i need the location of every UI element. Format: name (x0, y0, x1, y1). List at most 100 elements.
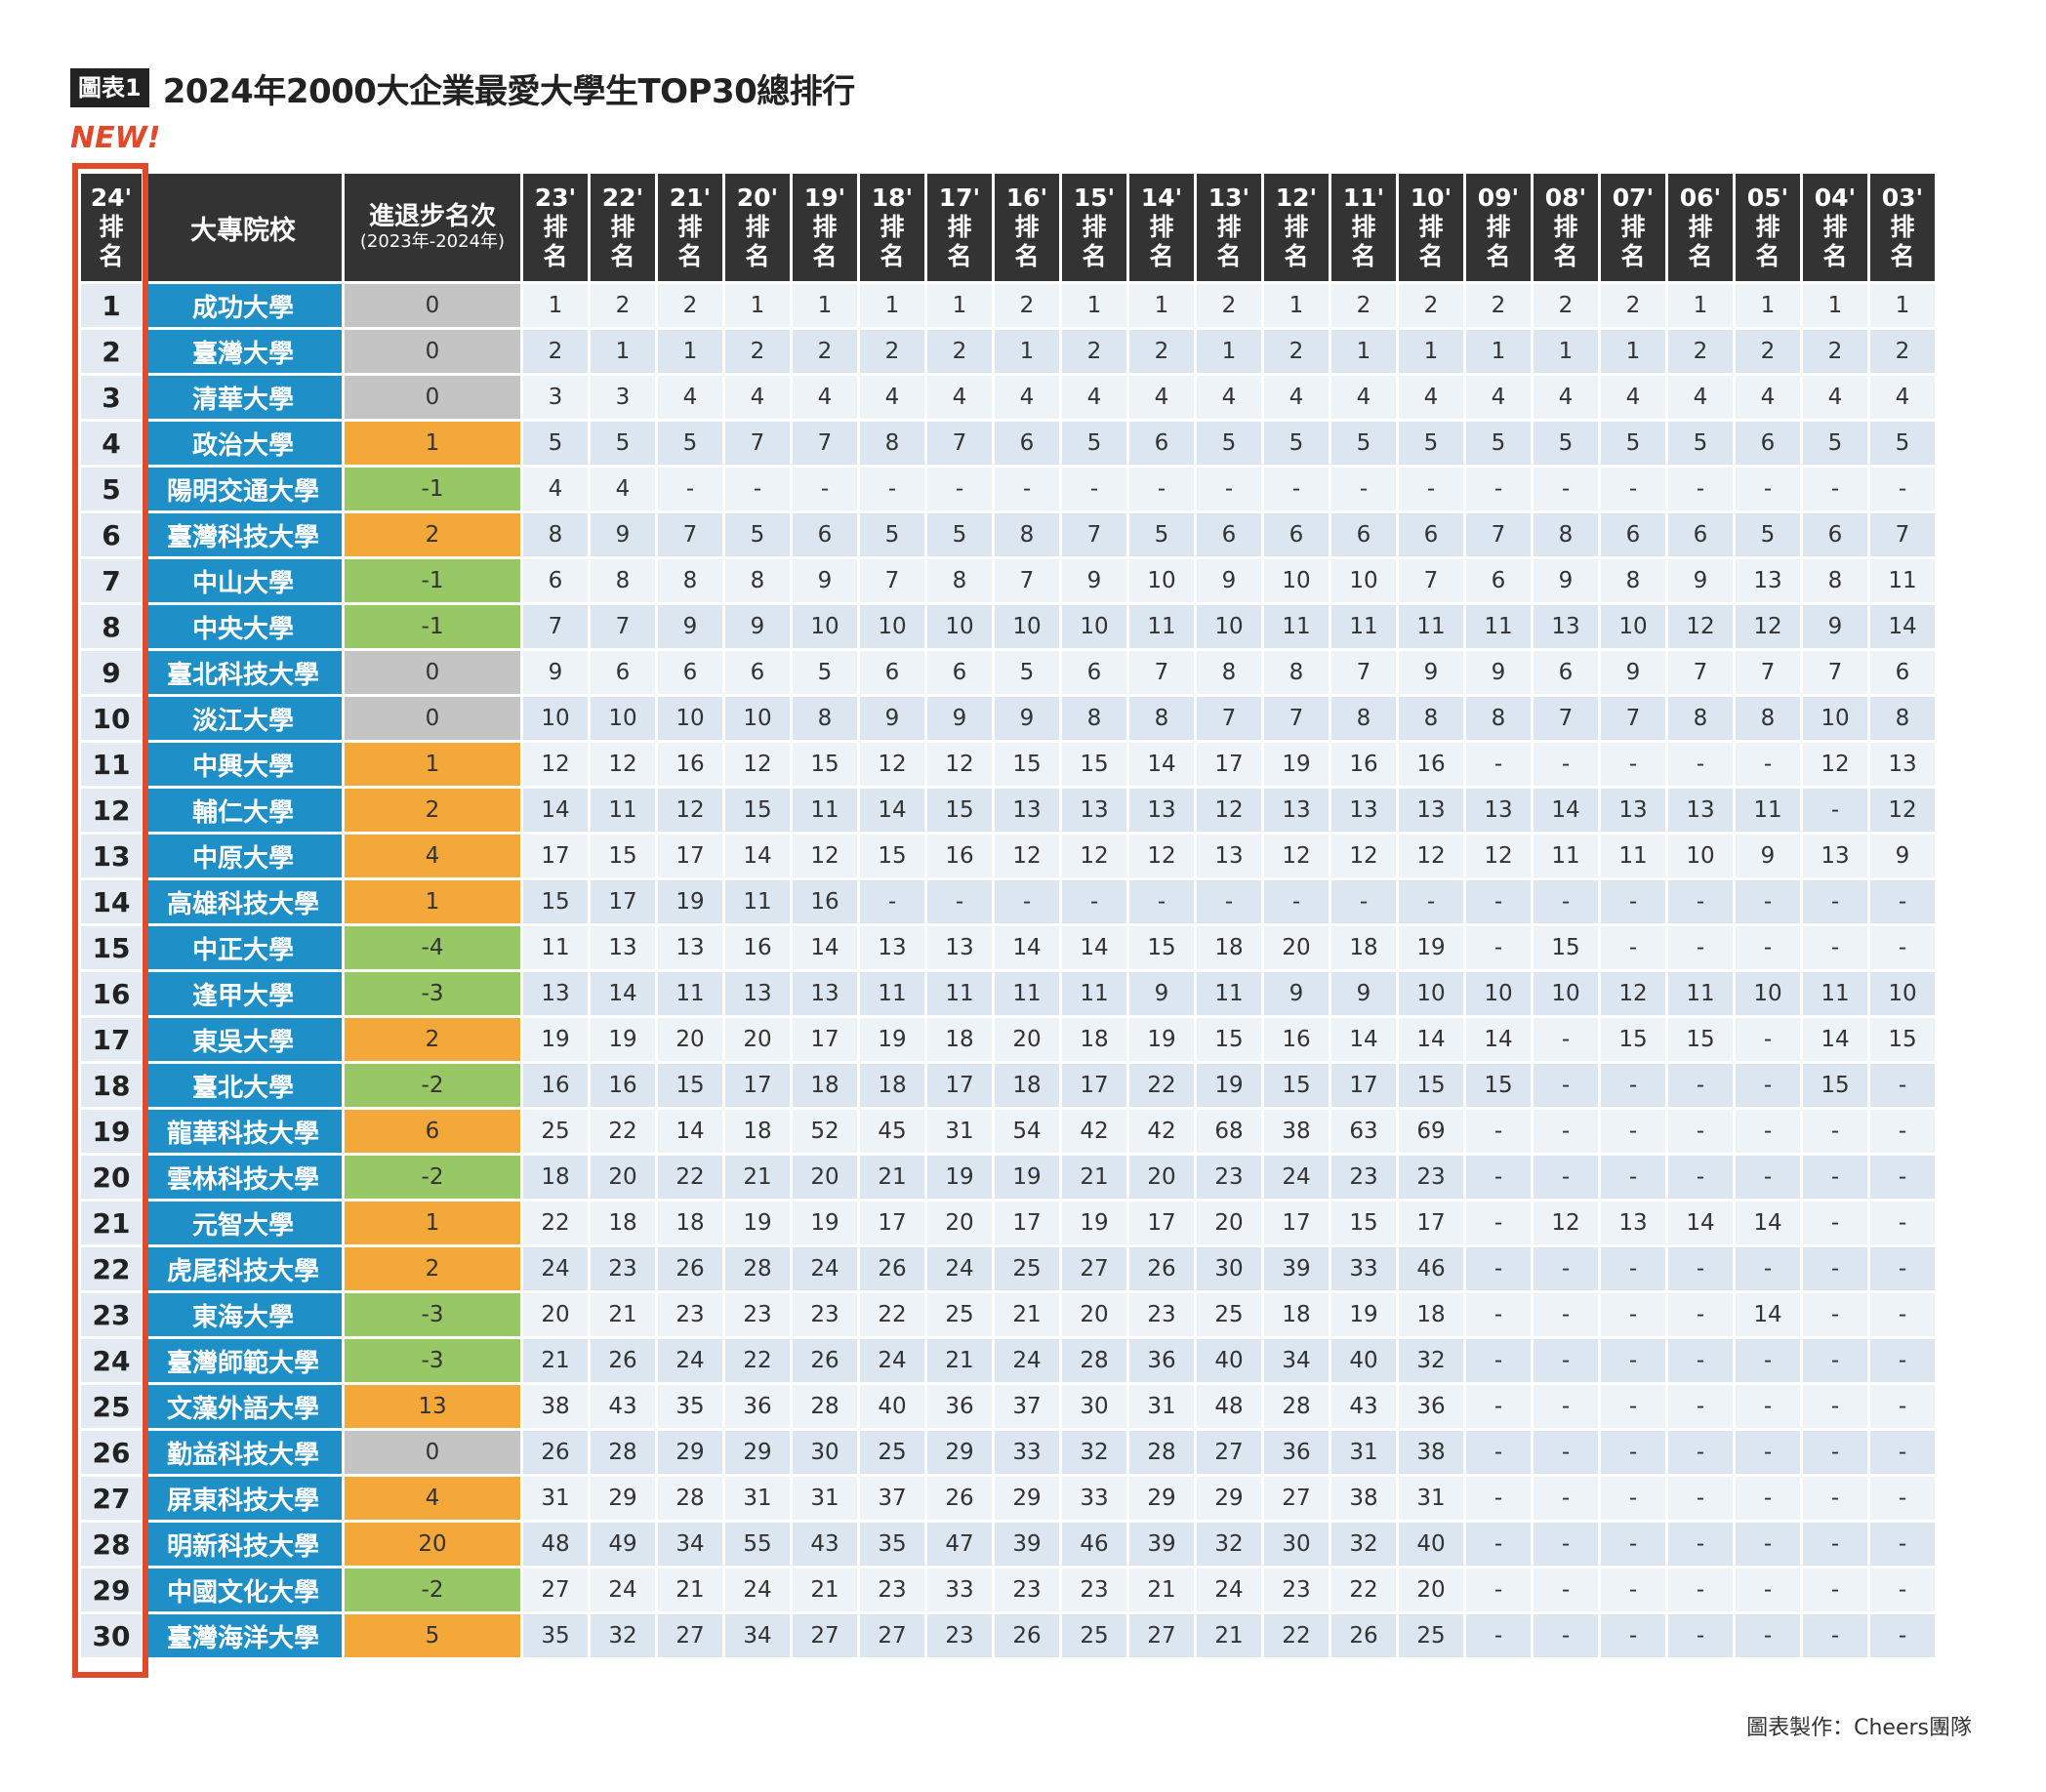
header-year-15: 15' 排名 (1062, 174, 1126, 281)
history-rank-cell: 7 (1736, 651, 1800, 694)
history-rank-cell: - (1870, 1201, 1935, 1244)
history-rank-cell: 4 (1129, 376, 1194, 419)
history-rank-cell: 16 (1331, 743, 1396, 786)
history-rank-cell: 23 (793, 1293, 857, 1336)
history-rank-cell: 8 (658, 559, 722, 602)
history-rank-cell: 1 (725, 284, 790, 327)
school-cell: 清華大學 (144, 376, 342, 419)
header-year-line: 20' (736, 183, 779, 212)
rank-cell: 13 (81, 835, 142, 877)
rank-cell: 15 (81, 926, 142, 969)
history-rank-cell: 9 (1399, 651, 1463, 694)
history-rank-cell: 10 (1870, 972, 1935, 1015)
history-rank-cell: - (1870, 1477, 1935, 1520)
history-rank-cell: 24 (1197, 1568, 1261, 1611)
history-rank-cell: 5 (927, 513, 992, 556)
history-rank-cell: 12 (860, 743, 924, 786)
history-rank-cell: 32 (1062, 1431, 1126, 1474)
history-rank-cell: - (1466, 1477, 1531, 1520)
header-year-line: 排 (1620, 213, 1646, 241)
history-rank-cell: - (1466, 1523, 1531, 1566)
history-rank-cell: 17 (658, 835, 722, 877)
history-rank-cell: 6 (523, 559, 588, 602)
history-rank-cell: 5 (1803, 422, 1867, 465)
header-year-line: 08' (1544, 183, 1587, 212)
history-rank-cell: 4 (1668, 376, 1733, 419)
credit-note: 圖表製作：Cheers團隊 (1746, 1716, 1972, 1740)
history-rank-cell: 12 (591, 743, 655, 786)
history-rank-cell: - (1534, 1523, 1598, 1566)
history-rank-cell: 11 (1870, 559, 1935, 602)
history-rank-cell: - (1736, 743, 1800, 786)
history-rank-cell: 29 (1197, 1477, 1261, 1520)
history-rank-cell: - (1601, 1110, 1665, 1153)
history-rank-cell: 32 (1197, 1523, 1261, 1566)
history-rank-cell: 22 (1264, 1614, 1329, 1657)
history-rank-cell: 6 (1668, 513, 1733, 556)
table-row: 2 臺灣大學 0 2 1 1 2 2 2 2 1 2 2 1 2 1 1 1 1 1 2 2 2 2 (81, 330, 1935, 373)
history-rank-cell: 46 (1062, 1523, 1126, 1566)
history-rank-cell: 19 (793, 1201, 857, 1244)
history-rank-cell: 5 (1197, 422, 1261, 465)
history-rank-cell: 9 (995, 697, 1059, 740)
history-rank-cell: 2 (1803, 330, 1867, 373)
history-rank-cell: 13 (995, 789, 1059, 832)
history-rank-cell: 9 (1264, 972, 1329, 1015)
history-rank-cell: 23 (995, 1568, 1059, 1611)
header-year-line: 21' (669, 183, 712, 212)
history-rank-cell: 5 (725, 513, 790, 556)
history-rank-cell: 10 (658, 697, 722, 740)
history-rank-cell: 6 (1736, 422, 1800, 465)
history-rank-cell: 1 (1466, 330, 1531, 373)
history-rank-cell: 14 (1399, 1018, 1463, 1061)
header-year-17: 17' 排名 (927, 174, 992, 281)
history-rank-cell: 4 (591, 468, 655, 510)
history-rank-cell: 7 (1601, 697, 1665, 740)
ranking-table: 24' 排名 大專院校 進退步名次 (2023年-2024年) 23' 排名 22' 排… (78, 171, 1938, 1660)
history-rank-cell: 8 (1129, 697, 1194, 740)
history-rank-cell: - (1466, 1614, 1531, 1657)
history-rank-cell: 17 (793, 1018, 857, 1061)
history-rank-cell: 13 (1601, 1201, 1665, 1244)
table-row: 29 中國文化大學 -2 27 24 21 24 21 23 33 23 23 21 24 23 22 20- -… (81, 1568, 1935, 1611)
history-rank-cell: 19 (658, 880, 722, 923)
school-cell: 臺北科技大學 (144, 651, 342, 694)
history-rank-cell: 20 (523, 1293, 588, 1336)
table-row: 8 中央大學 -1 7 7 9 9 10 10 10 10 10 11 10 11 11 11 11 13 10 12 1… (81, 605, 1935, 648)
change-cell: 2 (345, 513, 520, 556)
history-rank-cell: 27 (523, 1568, 588, 1611)
history-rank-cell: - (1668, 1568, 1733, 1611)
history-rank-cell: 15 (927, 789, 992, 832)
history-rank-cell: 17 (1399, 1201, 1463, 1244)
history-rank-cell: 29 (725, 1431, 790, 1474)
history-rank-cell: - (1803, 1385, 1867, 1428)
history-rank-cell: 17 (927, 1064, 992, 1107)
history-rank-cell: 2 (1331, 284, 1396, 327)
history-rank-cell: 23 (860, 1568, 924, 1611)
history-rank-cell: 10 (523, 697, 588, 740)
history-rank-cell: 24 (658, 1339, 722, 1382)
table-row: 18 臺北大學 -2 16 16 15 17 18 18 17 18 17 22 19 15 17 15 15- -… (81, 1064, 1935, 1107)
history-rank-cell: 38 (1399, 1431, 1463, 1474)
history-rank-cell: 23 (1331, 1156, 1396, 1199)
history-rank-cell: 24 (860, 1339, 924, 1382)
history-rank-cell: - (1466, 1568, 1531, 1611)
history-rank-cell: 5 (1736, 513, 1800, 556)
history-rank-cell: 14 (1870, 605, 1935, 648)
history-rank-cell: - (1870, 1568, 1935, 1611)
history-rank-cell: 8 (591, 559, 655, 602)
history-rank-cell: - (1534, 1385, 1598, 1428)
table-row: 5 陽明交通大學 -1 4 4- - - - - - - - - - - - - - - - - - - (81, 468, 1935, 510)
change-cell: 1 (345, 880, 520, 923)
history-rank-cell: 38 (1264, 1110, 1329, 1153)
history-rank-cell: 1 (860, 284, 924, 327)
history-rank-cell: 1 (1601, 330, 1665, 373)
history-rank-cell: 21 (1062, 1156, 1126, 1199)
history-rank-cell: 11 (1331, 605, 1396, 648)
history-rank-cell: 10 (1331, 559, 1396, 602)
header-year-line: 名 (1216, 242, 1242, 270)
table-row: 16 逢甲大學 -3 13 14 11 13 13 11 11 11 11 9 11 9 9 10 10 10 12 1… (81, 972, 1935, 1015)
header-year-line: 名 (1688, 242, 1713, 270)
history-rank-cell: 2 (1129, 330, 1194, 373)
figure-tag: 圖表1 (70, 68, 149, 107)
